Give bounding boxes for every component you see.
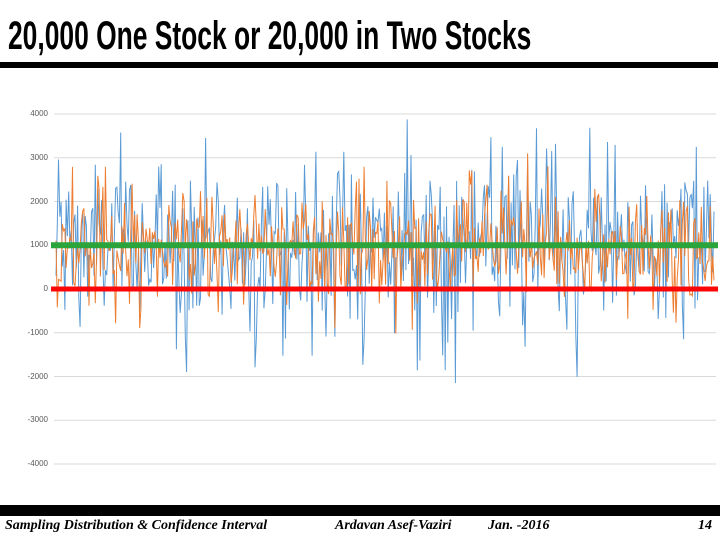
footer-course-title: Sampling Distribution & Confidence Inter… [5, 518, 268, 533]
title-divider-rule [0, 62, 718, 68]
series-two-stocks [55, 153, 715, 334]
footer-divider-rule [0, 505, 720, 516]
footer-page-number: 14 [698, 518, 712, 533]
y-axis-tick-label: 0 [43, 284, 48, 293]
footer-author: Ardavan Asef-Vaziri [335, 518, 452, 533]
title-area: 20,000 One Stock or 20,000 in Two Stocks [8, 14, 720, 58]
y-axis-tick-label: -3000 [27, 415, 48, 425]
footer: Sampling Distribution & Confidence Inter… [0, 517, 720, 537]
slide-title: 20,000 One Stock or 20,000 in Two Stocks [8, 14, 532, 58]
y-axis-tick-label: 4000 [30, 109, 48, 118]
y-axis-tick-label: 2000 [30, 196, 48, 206]
y-axis-tick-label: 1000 [30, 240, 48, 250]
y-axis-tick-label: -1000 [27, 327, 48, 337]
y-axis-tick-label: -4000 [27, 459, 48, 468]
y-axis-tick-label: -2000 [27, 371, 48, 381]
footer-date: Jan. -2016 [488, 518, 550, 533]
y-axis-tick-label: 3000 [30, 152, 48, 162]
